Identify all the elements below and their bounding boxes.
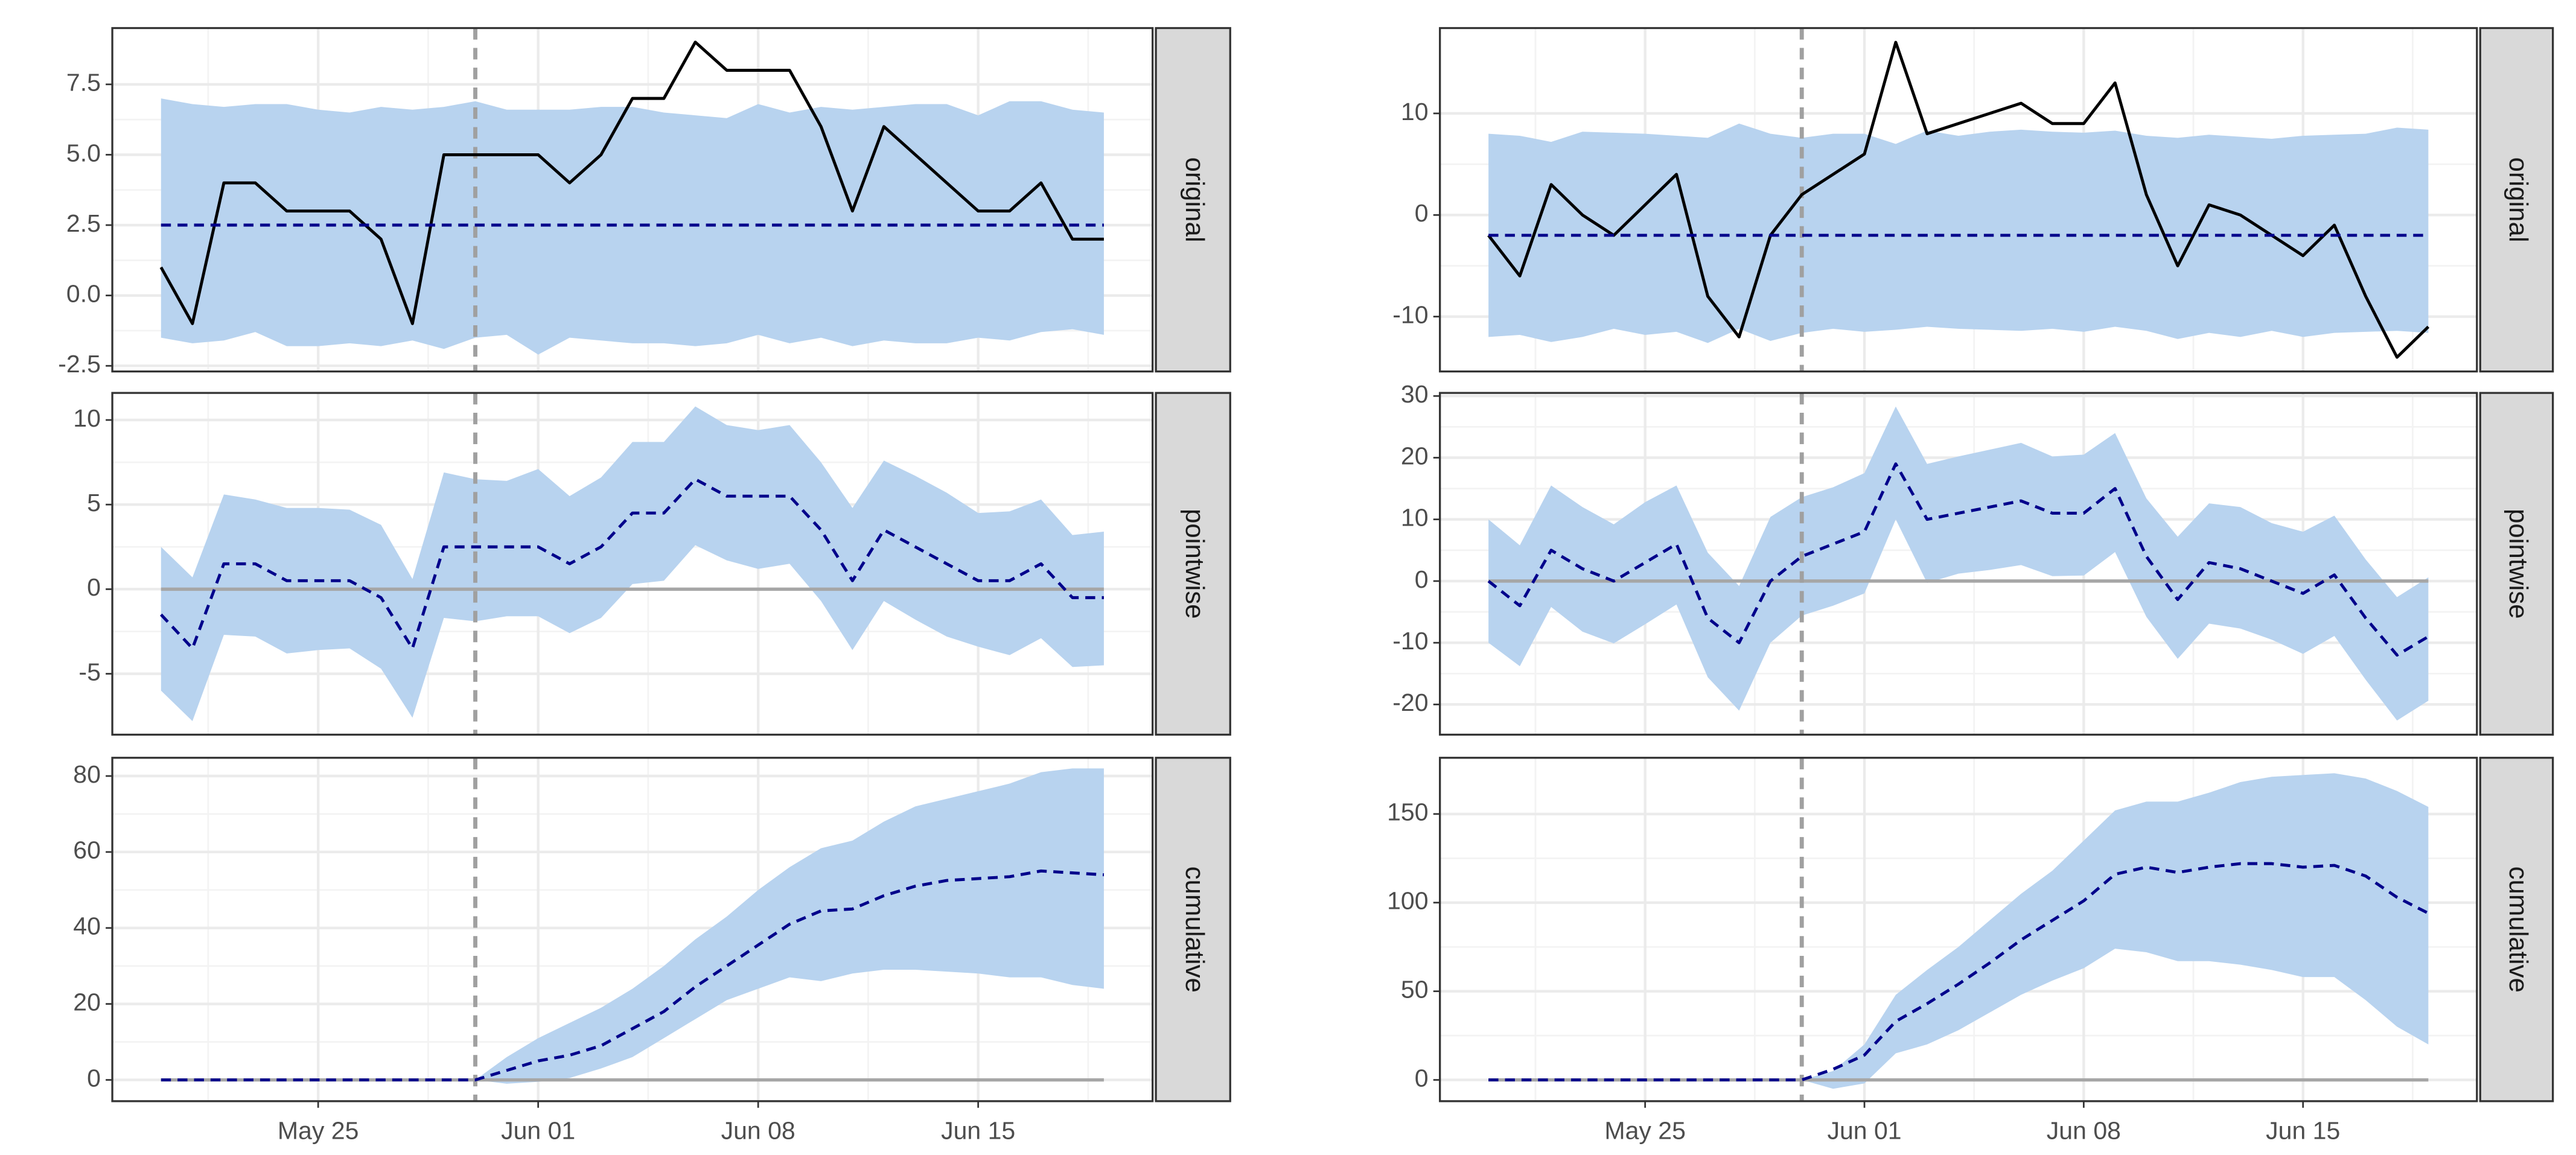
y-tick-label: 20 bbox=[73, 988, 101, 1016]
strip-label: original bbox=[2504, 157, 2533, 242]
y-tick-label: -20 bbox=[1392, 689, 1428, 716]
strip-label: cumulative bbox=[2504, 867, 2533, 993]
strip bbox=[2479, 27, 2554, 373]
y-tick-label: 60 bbox=[73, 836, 101, 864]
series-line bbox=[1487, 462, 2429, 657]
y-tick-label: 40 bbox=[73, 912, 101, 940]
x-tick-label: Jun 15 bbox=[941, 1117, 1015, 1145]
y-tick-label: 0 bbox=[1415, 199, 1429, 227]
y-tick-label: 20 bbox=[1401, 442, 1429, 469]
strip-label: pointwise bbox=[1180, 509, 1210, 619]
y-tick-label: 0 bbox=[87, 573, 101, 601]
strip bbox=[2479, 392, 2554, 736]
x-tick-label: May 25 bbox=[278, 1117, 359, 1145]
interval-band bbox=[161, 406, 1104, 722]
panel-border bbox=[1439, 392, 2478, 736]
x-tick-label: Jun 08 bbox=[2047, 1117, 2121, 1145]
panel-border bbox=[111, 392, 1154, 736]
strip-label: original bbox=[1180, 157, 1210, 242]
y-tick-label: -5 bbox=[78, 658, 100, 686]
x-tick-label: Jun 01 bbox=[1827, 1117, 1901, 1145]
strip-label: pointwise bbox=[2504, 509, 2533, 619]
x-tick-label: Jun 08 bbox=[721, 1117, 795, 1145]
strip bbox=[1155, 27, 1231, 373]
y-tick-label: 10 bbox=[1401, 98, 1429, 126]
y-tick-label: 2.5 bbox=[66, 209, 101, 237]
y-tick-label: -2.5 bbox=[58, 350, 101, 378]
y-tick-label: 7.5 bbox=[66, 69, 101, 97]
series-line bbox=[161, 869, 1105, 1082]
y-tick-label: -10 bbox=[1392, 301, 1428, 328]
y-tick-label: 5.0 bbox=[66, 139, 101, 167]
x-tick-label: May 25 bbox=[1604, 1117, 1686, 1145]
y-tick-label: 100 bbox=[1387, 887, 1428, 915]
y-tick-label: 10 bbox=[73, 404, 101, 432]
y-tick-label: 10 bbox=[1401, 504, 1429, 532]
x-tick-label: Jun 01 bbox=[501, 1117, 575, 1145]
interval-band bbox=[1488, 773, 2429, 1089]
strip bbox=[1155, 757, 1231, 1102]
y-tick-label: 0.0 bbox=[66, 279, 101, 307]
interval-band bbox=[1488, 123, 2429, 343]
y-tick-label: 150 bbox=[1387, 798, 1428, 826]
strip-label: cumulative bbox=[1180, 867, 1210, 993]
strip bbox=[1155, 392, 1231, 736]
series-line bbox=[1488, 862, 2429, 1082]
y-tick-label: 30 bbox=[1401, 380, 1429, 408]
y-tick-label: 0 bbox=[87, 1064, 101, 1092]
panel-border bbox=[111, 27, 1154, 373]
y-tick-label: 80 bbox=[73, 760, 101, 788]
series-line bbox=[159, 40, 1104, 325]
series-line bbox=[159, 477, 1104, 650]
y-tick-label: 50 bbox=[1401, 976, 1429, 1004]
y-tick-label: 5 bbox=[87, 489, 101, 517]
strip bbox=[2479, 757, 2554, 1102]
panel-border bbox=[111, 757, 1154, 1102]
interval-band bbox=[1488, 406, 2429, 721]
panel-border bbox=[1439, 757, 2478, 1102]
interval-band bbox=[161, 768, 1104, 1084]
y-tick-label: -10 bbox=[1392, 627, 1428, 655]
y-tick-label: 0 bbox=[1415, 565, 1429, 593]
panel-border bbox=[1439, 27, 2478, 373]
y-tick-label: 0 bbox=[1415, 1064, 1429, 1092]
x-tick-label: Jun 15 bbox=[2266, 1117, 2340, 1145]
